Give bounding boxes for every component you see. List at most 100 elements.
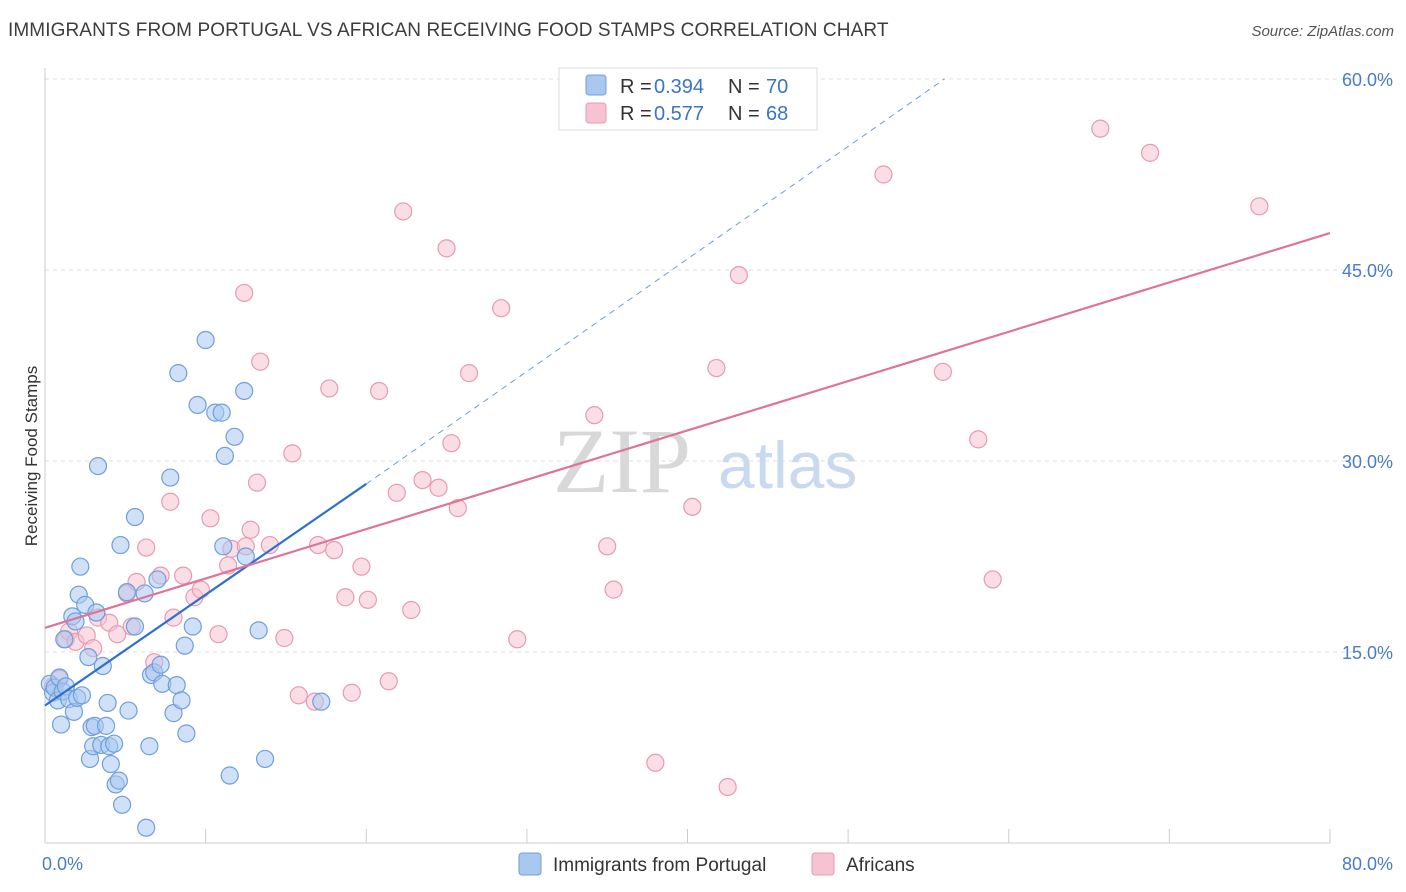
portugal-point-42	[140, 737, 159, 756]
africans-point-22	[209, 625, 228, 644]
portugal-point-55	[183, 617, 202, 636]
portugal-point-36	[117, 583, 137, 602]
legend-n-value-2: 68	[766, 103, 788, 125]
legend-box: R = 0.394 N = 70 R = 0.577 N = 68	[558, 67, 818, 131]
bottom-legend-label-africans: Africans	[846, 855, 915, 876]
portugal-point-67	[255, 749, 275, 769]
africans-point-56	[598, 537, 617, 556]
portugal-point-48	[161, 468, 180, 487]
portugal-point-46	[151, 655, 170, 674]
portugal-point-54	[177, 724, 196, 743]
portugal-point-39	[125, 617, 145, 636]
grid-lines	[45, 78, 1392, 653]
legend-n-label-1: N =	[728, 76, 760, 98]
portugal-point-31	[104, 734, 124, 753]
africans-point-28	[247, 473, 267, 492]
africans-point-55	[585, 406, 604, 425]
portugal-point-18	[79, 647, 98, 667]
legend-r-value-1: 0.394	[654, 76, 704, 98]
legend-row-1: R = 0.394 N = 70	[620, 76, 788, 98]
portugal-point-53	[175, 636, 194, 655]
portugal-point-61	[215, 446, 234, 466]
africans-point-65	[969, 430, 988, 449]
africans-point-53	[492, 299, 511, 318]
africans-point-64	[933, 362, 952, 381]
africans-point-29	[251, 352, 270, 371]
africans-point-47	[413, 471, 432, 490]
y-tick-labels: 15.0% 30.0% 45.0% 60.0%	[1342, 70, 1393, 663]
portugal-point-38	[125, 507, 145, 527]
africans-point-43	[379, 672, 398, 691]
watermark-zip: ZIP	[553, 410, 691, 512]
africans-point-21	[201, 509, 220, 528]
legend-r-label-1: R =	[620, 76, 652, 98]
portugal-point-52	[172, 691, 191, 710]
portugal-point-68	[312, 692, 331, 711]
africans-point-40	[352, 557, 371, 576]
trend-lines	[44, 78, 1331, 707]
africans-point-57	[604, 580, 623, 599]
africans-point-66	[983, 570, 1002, 589]
africans-point-67	[1091, 119, 1110, 138]
legend-row-2: R = 0.577 N = 68	[620, 103, 788, 125]
africans-point-26	[241, 520, 260, 539]
portugal-point-64	[235, 381, 254, 401]
africans-point-42	[370, 381, 389, 401]
portugal-point-41	[137, 818, 156, 837]
portugal-trend-line	[44, 483, 367, 707]
africans-point-60	[707, 358, 726, 378]
africans-point-36	[320, 379, 339, 398]
bottom-legend-label-portugal: Immigrants from Portugal	[553, 855, 766, 876]
chart-title: IMMIGRANTS FROM PORTUGAL VS AFRICAN RECE…	[8, 20, 889, 41]
legend-swatch-blue	[585, 74, 607, 96]
africans-point-18	[174, 566, 193, 585]
africans-point-37	[325, 541, 344, 560]
portugal-point-35	[112, 795, 132, 814]
legend-r-label-2: R =	[620, 103, 652, 125]
portugal-point-50	[167, 676, 186, 695]
portugal-point-37	[119, 701, 138, 720]
portugal-point-63	[225, 427, 244, 446]
africans-point-25	[235, 283, 254, 303]
portugal-point-15	[71, 557, 90, 576]
africans-point-50	[442, 434, 461, 453]
portugal-points	[40, 330, 331, 837]
africans-point-39	[342, 683, 361, 702]
portugal-point-34	[111, 535, 130, 555]
x-ticks	[205, 829, 1331, 843]
portugal-trend-extension	[365, 78, 945, 485]
portugal-point-5	[51, 715, 71, 734]
africans-point-54	[508, 630, 527, 649]
africans-point-58	[646, 753, 665, 772]
portugal-point-51	[169, 364, 188, 383]
africans-point-16	[161, 492, 180, 511]
africans-point-45	[394, 202, 413, 221]
bottom-legend-swatch-pink	[811, 852, 835, 876]
africans-point-20	[191, 580, 210, 599]
africans-point-52	[459, 364, 479, 383]
legend-swatch-pink	[585, 102, 607, 124]
legend-n-value-1: 70	[766, 76, 788, 98]
africans-point-41	[358, 590, 377, 609]
africans-point-31	[275, 628, 294, 648]
portugal-point-27	[96, 716, 116, 735]
portugal-point-7	[55, 630, 74, 649]
africans-trend-line	[44, 232, 1331, 629]
y-tick-label-3: 60.0%	[1342, 70, 1393, 90]
africans-point-9	[108, 625, 127, 644]
africans-point-59	[683, 497, 702, 516]
y-tick-label-0: 15.0%	[1342, 643, 1393, 663]
watermark-atlas: atlas	[718, 428, 857, 502]
bottom-legend-swatch-blue	[518, 852, 542, 876]
portugal-point-24	[88, 456, 108, 476]
africans-point-13	[137, 538, 156, 557]
africans-point-51	[448, 499, 467, 518]
africans-point-38	[336, 588, 355, 607]
portugal-point-16	[72, 686, 92, 705]
portugal-point-59	[212, 403, 231, 422]
africans-point-63	[874, 165, 893, 184]
portugal-point-56	[188, 395, 207, 415]
africans-point-46	[402, 600, 421, 620]
africans-point-32	[283, 444, 302, 463]
